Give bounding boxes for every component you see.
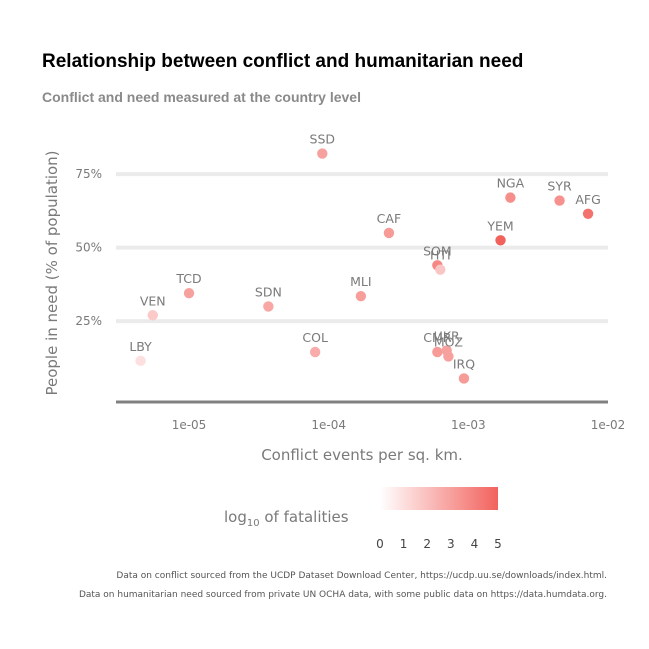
caption-line-1: Data on conflict sourced from the UCDP D… [116, 571, 607, 581]
y-tick-label: 25% [75, 314, 102, 328]
point-label-sdn: SDN [255, 284, 282, 299]
legend-tick-label: 2 [423, 537, 431, 551]
legend-ticks: 0 1 2 3 4 5 [376, 537, 502, 551]
data-point-hti [435, 264, 446, 275]
data-point-moz [443, 351, 454, 362]
legend-title-subscript: 10 [247, 518, 260, 529]
data-point-ssd [317, 148, 328, 159]
point-label-nga: NGA [497, 176, 525, 191]
legend-colorbar [380, 487, 498, 510]
legend-tick-label: 5 [494, 537, 502, 551]
legend-tick-label: 0 [376, 537, 384, 551]
y-tick-label: 50% [75, 241, 102, 255]
point-label-irq: IRQ [453, 356, 475, 371]
x-tick-label: 1e-05 [172, 418, 207, 432]
data-point-caf [383, 227, 395, 239]
data-points [135, 148, 594, 384]
data-point-sdn [263, 301, 274, 312]
y-tick-label: 75% [75, 167, 102, 181]
point-label-cmr: CMR [423, 330, 452, 345]
data-point-irq [458, 373, 470, 384]
point-label-mli: MLI [350, 274, 371, 289]
data-point-nga [505, 192, 516, 203]
gridlines [116, 172, 608, 324]
x-tick-label: 1e-03 [451, 418, 486, 432]
legend-tick-label: 1 [400, 537, 408, 551]
x-axis-ticks: 1e-05 1e-04 1e-03 1e-02 [172, 418, 626, 432]
color-legend: log10 of fatalities 0 1 2 3 4 5 [224, 487, 502, 551]
point-label-col: COL [302, 330, 328, 345]
data-point-lby [135, 355, 146, 367]
data-point-tcd [183, 288, 195, 299]
point-label-ssd: SSD [310, 132, 336, 147]
legend-title-rest: of fatalities [260, 508, 349, 526]
y-axis-label: People in need (% of population) [43, 150, 61, 395]
x-tick-label: 1e-04 [311, 418, 346, 432]
point-label-caf: CAF [377, 211, 401, 226]
legend-tick-label: 4 [471, 537, 479, 551]
chart-subtitle: Conflict and need measured at the countr… [42, 89, 361, 105]
point-label-ukr: UKR [434, 329, 460, 344]
chart-title: Relationship between conflict and humani… [42, 51, 523, 72]
point-label-ven: VEN [140, 293, 166, 308]
data-point-yem [495, 235, 506, 246]
data-point-cmr [432, 346, 443, 358]
point-label-hti: HTI [430, 248, 451, 263]
point-label-yem: YEM [486, 218, 513, 233]
data-point-col [309, 346, 321, 358]
x-axis-label: Conflict events per sq. km. [261, 446, 463, 464]
legend-title: log10 of fatalities [224, 508, 349, 529]
point-label-syr: SYR [547, 179, 572, 194]
point-label-moz: MOZ [434, 334, 463, 349]
legend-title-main: log [224, 508, 247, 526]
caption-line-2: Data on humanitarian need sourced from p… [79, 590, 607, 600]
point-label-tcd: TCD [175, 271, 201, 286]
point-label-som: SOM [423, 243, 452, 258]
legend-tick-label: 3 [447, 537, 455, 551]
data-point-afg [582, 208, 594, 220]
data-point-mli [355, 290, 367, 302]
point-label-afg: AFG [575, 192, 600, 207]
x-tick-label: 1e-02 [591, 418, 626, 432]
point-label-lby: LBY [129, 339, 152, 354]
data-point-ven [147, 310, 158, 321]
y-axis-ticks: 25% 50% 75% [75, 167, 102, 328]
data-point-syr [554, 195, 565, 206]
